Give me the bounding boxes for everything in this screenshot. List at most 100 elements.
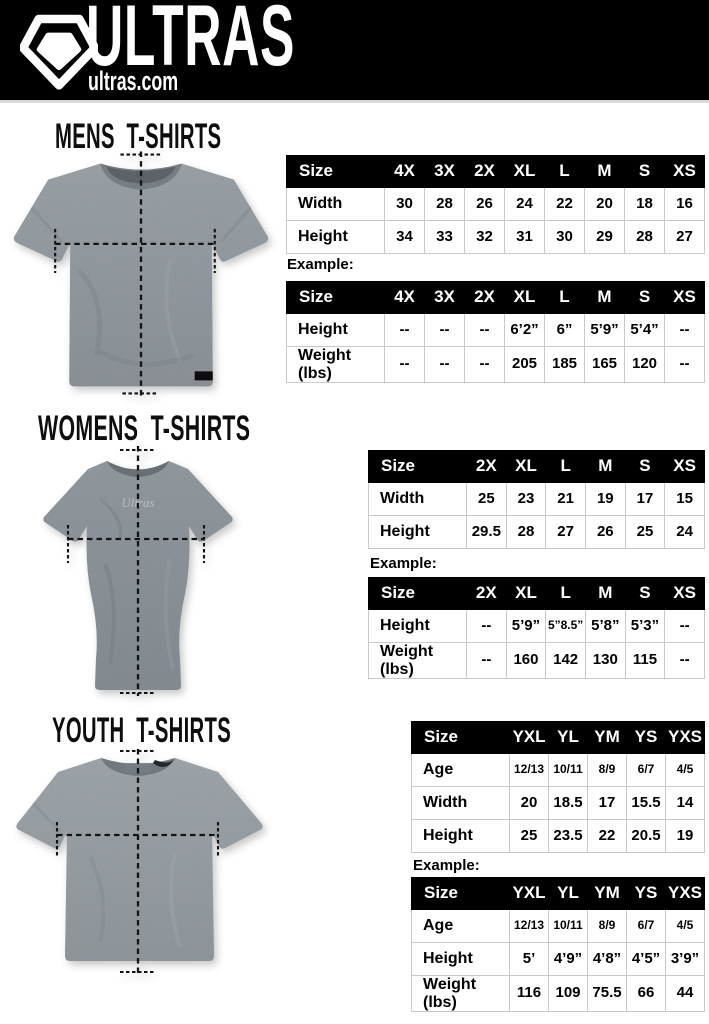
size-header-l: L: [544, 281, 585, 314]
site-url: ultras.com: [88, 66, 179, 96]
size-header-ym: YM: [587, 721, 627, 754]
table-row: Height 29.5 28 27 26 25 24: [368, 515, 705, 549]
cell-value: 22: [587, 819, 627, 853]
cell-value: --: [466, 609, 507, 643]
cell-value: 120: [624, 345, 665, 384]
cell-value: 21: [545, 482, 586, 516]
cell-value: 5’9”: [505, 609, 547, 643]
size-header-xl: XL: [505, 577, 547, 610]
cell-value: 12/13: [509, 909, 549, 943]
size-header-l: L: [545, 450, 586, 483]
measurement-lines: [55, 749, 220, 975]
cell-value: 30: [544, 220, 585, 254]
example-label: Example:: [413, 857, 480, 874]
youth-size-table: Size YXL YL YM YS YXS Age 12/13 10/11 8/9 6/7 4/5 Wi…: [411, 721, 705, 853]
cell-value: 6’2”: [504, 313, 545, 347]
cell-value: 10/11: [548, 909, 588, 943]
cell-value: 31: [504, 220, 545, 254]
mens-example-table: Size 4X 3X 2X XL L M S XS Height -- -- -- 6’2” 6” 5’9” 5…: [286, 281, 705, 384]
size-header-xl: XL: [504, 281, 545, 314]
size-header-yxs: YXS: [665, 721, 705, 754]
cell-value: 5’9”: [584, 313, 625, 347]
size-column-header: Size: [368, 577, 467, 610]
cell-value: 115: [624, 641, 666, 680]
row-label: Height: [411, 942, 510, 976]
size-header-4x: 4X: [384, 155, 425, 188]
cell-value: 20: [509, 786, 549, 820]
measurement-lines: [66, 446, 206, 696]
cell-value: 6/7: [626, 753, 666, 787]
cell-value: --: [664, 609, 705, 643]
cell-value: 22: [544, 187, 585, 221]
size-column-header: Size: [368, 450, 467, 483]
cell-value: 3’9”: [665, 942, 705, 976]
row-label: Height: [286, 220, 385, 254]
table-row: Age 12/13 10/11 8/9 6/7 4/5: [411, 909, 705, 943]
youth-example-table: Size YXL YL YM YS YXS Age 12/13 10/11 8/9 6/7 4/5 He…: [411, 877, 705, 1013]
cell-value: 75.5: [587, 974, 627, 1013]
cell-value: 23.5: [548, 819, 588, 853]
cell-value: 130: [584, 641, 626, 680]
cell-value: --: [664, 345, 705, 384]
cell-value: 30: [384, 187, 425, 221]
example-label: Example:: [370, 555, 437, 572]
mens-size-table: Size 4X 3X 2X XL L M S XS Width 30 28 26 24 22 20 18 16 He…: [286, 155, 705, 254]
cell-value: --: [464, 345, 505, 384]
cell-value: 5”8.5”: [545, 609, 586, 643]
row-label: Height: [411, 819, 510, 853]
cell-value: 12/13: [509, 753, 549, 787]
cell-value: 5’3”: [624, 609, 666, 643]
cell-value: 28: [624, 220, 665, 254]
size-header-s: S: [624, 281, 665, 314]
table-row: Width 25 23 21 19 17 15: [368, 482, 705, 516]
size-header-2x: 2X: [466, 450, 507, 483]
mens-tshirt-image: [8, 149, 274, 401]
cell-value: 4’9”: [548, 942, 588, 976]
table-row: Height -- 5’9” 5”8.5” 5’8” 5’3” --: [368, 609, 705, 643]
size-header-s: S: [624, 450, 666, 483]
table-row: Width 30 28 26 24 22 20 18 16: [286, 187, 705, 221]
row-label: Height: [368, 609, 467, 643]
example-label: Example:: [287, 256, 354, 273]
size-header-m: M: [584, 577, 626, 610]
row-label: Width: [411, 786, 510, 820]
cell-value: 8/9: [587, 753, 627, 787]
ultras-pentagon-logo-icon: [20, 14, 98, 90]
cell-value: --: [424, 345, 465, 384]
cell-value: 116: [509, 974, 549, 1013]
womens-tshirt-image: Ultras: [25, 444, 251, 700]
cell-value: 18: [624, 187, 665, 221]
size-header-yxs: YXS: [665, 877, 705, 910]
size-header-xs: XS: [664, 281, 705, 314]
cell-value: --: [464, 313, 505, 347]
size-header-xs: XS: [664, 577, 705, 610]
cell-value: 10/11: [548, 753, 588, 787]
cell-value: --: [424, 313, 465, 347]
section-title-womens: WOMENS T-SHIRTS: [38, 409, 251, 448]
size-header-xl: XL: [505, 450, 547, 483]
brand-wordmark: ULTRAS: [86, 0, 296, 84]
table-row: Height 5’ 4’9” 4’8” 4’5” 3’9”: [411, 942, 705, 976]
womens-example-table: Size 2X XL L M S XS Height -- 5’9” 5”8.5” 5’8” 5’3” -…: [368, 577, 705, 680]
size-column-header: Size: [286, 281, 385, 314]
cell-value: 66: [626, 974, 666, 1013]
cell-value: 4’5”: [626, 942, 666, 976]
size-header-yxl: YXL: [509, 721, 549, 754]
youth-tshirt-image: [5, 747, 271, 979]
row-label: Width: [286, 187, 385, 221]
cell-value: --: [466, 641, 507, 680]
cell-value: 44: [665, 974, 705, 1013]
cell-value: 16: [664, 187, 705, 221]
cell-value: --: [664, 641, 705, 680]
cell-value: 27: [545, 515, 586, 549]
size-header-s: S: [624, 155, 665, 188]
hem-tag: [194, 371, 213, 381]
cell-value: 205: [504, 345, 545, 384]
cell-value: 24: [664, 515, 705, 549]
cell-value: 4/5: [665, 753, 705, 787]
size-header-m: M: [584, 281, 625, 314]
cell-value: 185: [544, 345, 585, 384]
cell-value: 26: [464, 187, 505, 221]
table-row: Width 20 18.5 17 15.5 14: [411, 786, 705, 820]
